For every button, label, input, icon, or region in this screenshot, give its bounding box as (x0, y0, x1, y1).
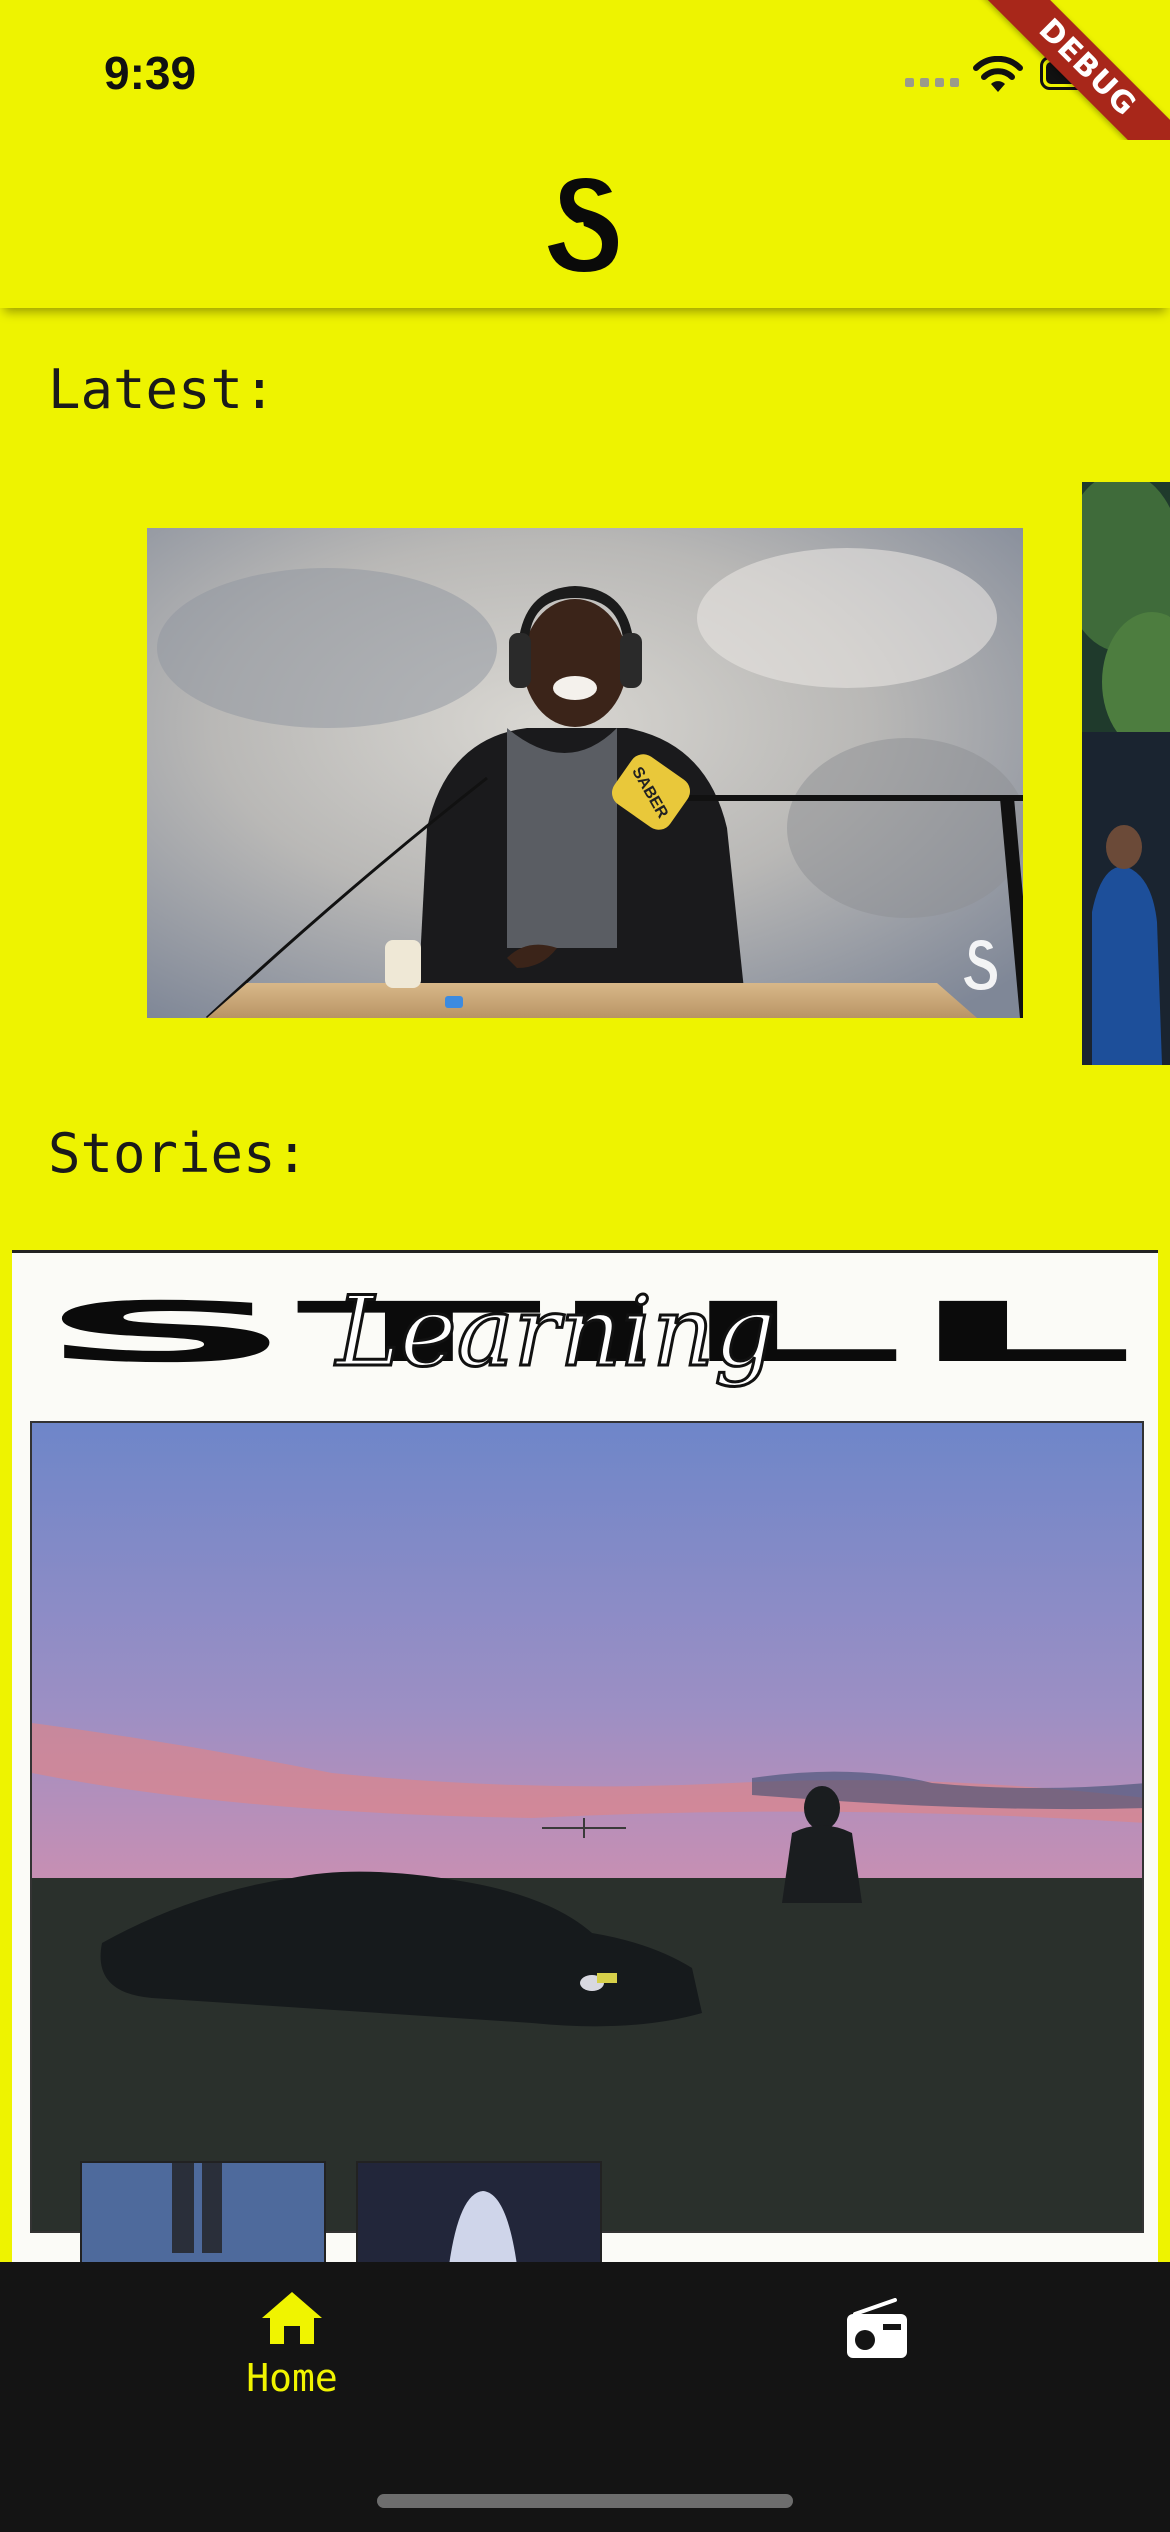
radio-icon (847, 2298, 907, 2358)
saber-watermark-icon (964, 940, 997, 990)
home-indicator (377, 2494, 793, 2508)
latest-section-title: Latest: (48, 358, 276, 421)
story-headline-art: STILL Learning (36, 1275, 1136, 1390)
saber-s-logo-icon[interactable] (540, 170, 630, 280)
story-headline-block: STILL (36, 1285, 1136, 1381)
story-card[interactable]: STILL Learning (12, 1250, 1158, 2265)
bottom-navigation: Home (0, 2262, 1170, 2532)
story-thumbnail (80, 2161, 326, 2265)
nav-item-home[interactable]: Home (142, 2290, 442, 2400)
latest-video-card-next[interactable] (1082, 482, 1170, 1065)
story-photo (30, 1421, 1144, 2233)
wifi-icon (973, 56, 1023, 92)
nav-item-radio[interactable] (727, 2290, 1027, 2366)
stories-section-title: Stories: (48, 1122, 309, 1185)
status-bar: 9:39 DEBUG (0, 0, 1170, 201)
video-thumbnail: SABER (147, 528, 1023, 1018)
nav-item-home-label: Home (246, 2356, 338, 2400)
story-thumbnail (356, 2161, 602, 2265)
story-headline-script: Learning (334, 1276, 776, 1388)
video-thumbnail-peek (1082, 482, 1170, 1065)
cellular-signal-icon (905, 78, 961, 88)
app-bar (0, 140, 1170, 308)
status-time: 9:39 (104, 47, 197, 99)
home-icon (262, 2292, 322, 2344)
latest-video-card[interactable]: SABER (147, 528, 1023, 1018)
